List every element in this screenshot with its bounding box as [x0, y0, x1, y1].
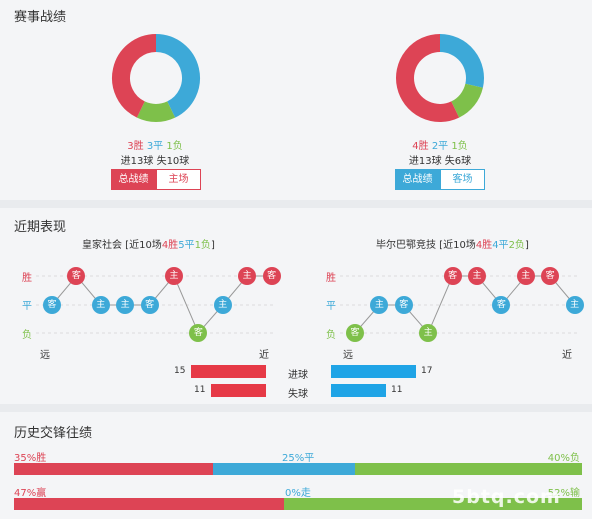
watermark-logo: 5btq.com [452, 486, 561, 508]
h2h-draw-pct: 25%平 [282, 453, 315, 464]
form-marker: 客 [189, 324, 208, 342]
form-marker: 客 [443, 267, 462, 285]
home-recent-draw: 5平 [178, 240, 195, 251]
form-marker: 客 [43, 296, 61, 314]
section-title: 近期表现 [14, 220, 67, 235]
h2h-handicap-loss-pct: 52%输 [547, 488, 580, 499]
away-recent-draw: 4平 [492, 240, 509, 251]
form-marker: 主 [91, 296, 110, 314]
away-draw-count: 2平 [431, 141, 449, 152]
away-goals-for-bar [331, 365, 416, 378]
home-axis-win: 胜 [22, 273, 32, 284]
home-axis-loss: 负 [22, 330, 32, 341]
home-recent-header: 皇家社会 [近10场4胜5平1负] [82, 236, 215, 251]
form-marker: 客 [262, 267, 281, 285]
away-recent-header: 毕尔巴鄂竞技 [近10场4胜4平2负] [376, 236, 529, 251]
away-loss-count: 1负 [451, 141, 468, 152]
form-marker: 主 [213, 296, 232, 314]
away-goals-against-bar [331, 384, 386, 397]
h2h-handicap-push-pct: 0%走 [285, 488, 311, 499]
donut-loss-slice [450, 83, 483, 118]
away-recent-suffix: ] [524, 240, 529, 251]
form-trend-line [354, 275, 575, 334]
home-axis-draw: 平 [22, 301, 32, 312]
goals-for-label: 进球 [288, 370, 308, 381]
record-section: 赛事战绩 3胜 3平 1负 进13球 失10球 总战绩 主场 4胜 2平 1负 … [0, 0, 592, 200]
form-marker: 客 [394, 296, 413, 314]
form-trend-line [51, 275, 272, 334]
home-recent-loss: 1负 [194, 240, 211, 251]
home-goals-against-bar [211, 384, 266, 397]
home-record-toggle: 总战绩 主场 [111, 169, 201, 190]
goals-against-label: 失球 [288, 389, 308, 400]
h2h-section: 历史交锋往绩 35%胜 25%平 40%负 47%赢 0%走 52%输 5btq… [0, 412, 592, 519]
h2h-loss-segment [354, 463, 582, 475]
donut-win-slice [396, 34, 460, 122]
home-venue-button[interactable]: 主场 [156, 169, 201, 190]
h2h-loss-segment [283, 498, 582, 510]
away-total-button[interactable]: 总战绩 [395, 169, 440, 190]
donut-draw-slice [155, 34, 200, 118]
away-win-count: 4胜 [412, 141, 429, 152]
h2h-win-segment [14, 498, 284, 510]
h2h-win-pct: 35%胜 [14, 453, 47, 464]
home-recent-win: 4胜 [161, 240, 179, 251]
section-title: 历史交锋往绩 [14, 426, 93, 441]
away-recent-loss: 2负 [508, 240, 525, 251]
h2h-handicap-win-pct: 47%赢 [14, 488, 47, 499]
h2h-win-segment [14, 463, 213, 475]
form-marker: 客 [346, 324, 364, 342]
away-goals-for-value: 17 [421, 366, 433, 376]
home-axis-near: 近 [259, 350, 269, 361]
form-marker: 客 [492, 296, 511, 314]
away-venue-button[interactable]: 客场 [440, 169, 485, 190]
form-marker: 客 [541, 267, 560, 285]
away-axis-win: 胜 [326, 273, 336, 284]
donut-loss-slice [136, 101, 176, 122]
away-recent-prefix: 毕尔巴鄂竞技 [近10场 [376, 240, 476, 251]
form-marker: 主 [565, 296, 584, 314]
home-total-button[interactable]: 总战绩 [111, 169, 156, 190]
away-record-toggle: 总战绩 客场 [395, 169, 485, 190]
away-record-donut [396, 34, 484, 122]
home-recent-prefix: 皇家社会 [近10场 [82, 240, 162, 251]
away-axis-near: 近 [562, 350, 572, 361]
away-recent-win: 4胜 [475, 240, 493, 251]
home-axis-far: 远 [40, 350, 50, 361]
form-marker: 主 [516, 267, 535, 285]
home-record-donut [112, 34, 200, 122]
home-win-count: 3胜 [127, 141, 144, 152]
donut-win-slice [112, 34, 157, 118]
recent-section: 近期表现 皇家社会 [近10场4胜5平1负] 毕尔巴鄂竞技 [近10场4胜4平2… [0, 208, 592, 404]
home-wdl: 3胜 3平 1负 [75, 137, 235, 152]
form-marker: 主 [116, 296, 135, 314]
home-recent-suffix: ] [210, 240, 215, 251]
home-goals-for-value: 15 [174, 366, 186, 376]
away-goals-against-value: 11 [391, 385, 403, 395]
home-draw-count: 3平 [146, 141, 164, 152]
form-marker: 客 [67, 267, 86, 285]
away-axis-far: 远 [343, 350, 353, 361]
home-goals: 进13球 失10球 [120, 156, 190, 167]
home-goals-for-bar [191, 365, 266, 378]
h2h-loss-pct: 40%负 [547, 453, 580, 464]
home-loss-count: 1负 [166, 141, 183, 152]
h2h-draw-segment [212, 463, 355, 475]
form-marker: 主 [165, 267, 183, 285]
form-marker: 主 [468, 267, 486, 285]
form-marker: 主 [238, 267, 257, 285]
recent-form-chart [36, 275, 580, 334]
form-marker: 客 [140, 296, 159, 314]
away-axis-loss: 负 [326, 330, 336, 341]
section-title: 赛事战绩 [14, 10, 67, 25]
away-goals: 进13球 失6球 [408, 156, 472, 167]
away-axis-draw: 平 [326, 301, 336, 312]
away-wdl: 4胜 2平 1负 [360, 137, 520, 152]
form-marker: 主 [419, 324, 438, 342]
donut-draw-slice [439, 34, 484, 88]
home-goals-against-value: 11 [194, 385, 206, 395]
form-marker: 主 [370, 296, 389, 314]
